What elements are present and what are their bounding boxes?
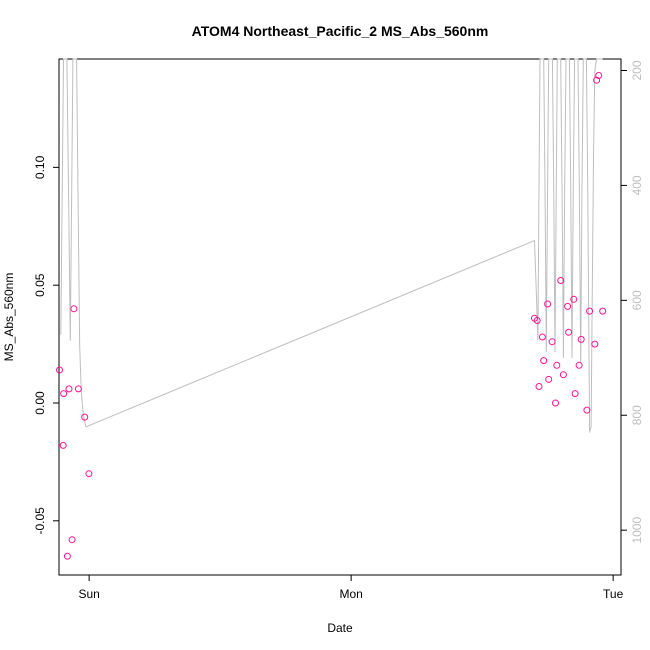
x-axis-label: Date (327, 621, 353, 635)
sample-point (548, 338, 556, 346)
sample-point (68, 536, 76, 544)
sample-point (599, 307, 607, 315)
sample-point (552, 399, 559, 407)
sample-point (565, 328, 573, 336)
sample-point (595, 72, 603, 79)
secondary-y-axis: 200 400 600 800 1000 (621, 60, 644, 544)
sample-point (586, 307, 594, 315)
x-axis: Sun Mon Tue (78, 575, 624, 601)
sample-point (538, 333, 546, 341)
sample-point (545, 375, 553, 383)
sample-point (540, 357, 548, 365)
sample-point (591, 340, 599, 348)
sample-point (571, 390, 579, 398)
y-tick-label: 0.10 (33, 155, 47, 179)
plot-frame (58, 58, 622, 576)
sample-point (570, 295, 578, 303)
y2-tick-label: 600 (630, 290, 644, 310)
sample-point (557, 277, 565, 284)
y-tick-label: 0.00 (33, 391, 47, 415)
sample-point (59, 441, 67, 449)
sample-point (575, 361, 583, 369)
y2-tick-label: 200 (630, 60, 644, 80)
y2-tick-label: 400 (630, 175, 644, 195)
profile-line (60, 58, 603, 433)
x-tick-label: Tue (603, 587, 624, 601)
sample-point (564, 302, 572, 310)
sample-point (85, 470, 93, 478)
sample-point (60, 390, 68, 398)
sample-point (544, 300, 552, 308)
sample-point (583, 406, 591, 414)
sample-point (70, 305, 78, 313)
y-axis-label: MS_Abs_560nm (2, 273, 16, 362)
profile-line-layer (60, 58, 603, 433)
y2-tick-label: 1000 (630, 517, 644, 544)
sample-point-layer (56, 72, 607, 560)
sample-point (74, 385, 82, 393)
y-tick-label: 0.05 (33, 273, 47, 297)
sample-point (577, 335, 585, 343)
sample-point (559, 371, 567, 379)
sample-point (533, 317, 541, 324)
sample-point (535, 383, 543, 390)
y2-tick-label: 800 (630, 405, 644, 425)
y-axis: -0.05 0.00 0.05 0.10 (33, 155, 59, 534)
x-tick-label: Sun (78, 587, 99, 601)
y-tick-label: -0.05 (33, 507, 47, 535)
sample-point (56, 366, 63, 374)
sample-point (81, 413, 89, 421)
chart-title: ATOM4 Northeast_Pacific_2 MS_Abs_560nm (192, 23, 489, 39)
sample-point (63, 552, 71, 560)
sample-point (65, 385, 73, 393)
sample-point (553, 361, 561, 369)
x-tick-label: Mon (339, 587, 362, 601)
